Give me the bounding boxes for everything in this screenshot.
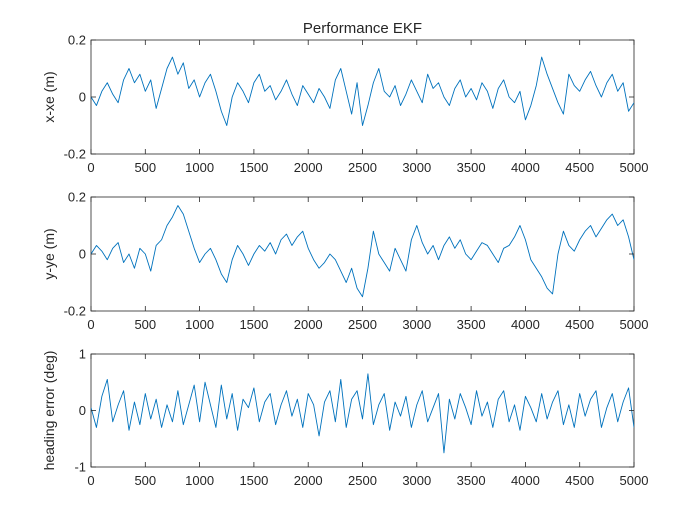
x-tick-label: 2500 [348, 473, 377, 488]
x-tick-label: 500 [134, 317, 156, 332]
x-tick-label: 3500 [457, 473, 486, 488]
x-tick-label: 2000 [294, 160, 323, 175]
x-tick-label: 3500 [457, 317, 486, 332]
x-tick-label: 4000 [511, 160, 540, 175]
y-axis-label: y-ye (m) [41, 228, 57, 279]
subplot-3: 0 500 1000 1500 2000 2500 3000 3500 4000 4500 5000… [41, 347, 648, 489]
x-tick-label: 1500 [239, 317, 268, 332]
x-tick-label: 4000 [511, 473, 540, 488]
axes-box [90, 353, 635, 468]
y-tick-label: 0.2 [68, 190, 86, 205]
axes-box [90, 196, 635, 312]
x-tick-label: 5000 [620, 473, 649, 488]
x-tick-label: 500 [134, 473, 156, 488]
x-tick-label: 0 [87, 473, 94, 488]
chart-title: Performance EKF [303, 20, 422, 37]
series-line-1 [91, 373, 634, 454]
y-axis-label: heading error (deg) [41, 351, 57, 471]
y-tick-label: 1 [79, 347, 86, 362]
series-line-1 [91, 205, 634, 298]
x-tick-label: 5000 [620, 317, 649, 332]
subplot-2: 0 500 1000 1500 2000 2500 3000 3500 4000 4500 5000… [41, 190, 648, 333]
y-tick-label: -0.2 [64, 304, 86, 319]
y-tick-label: 0.2 [68, 33, 86, 48]
x-tick-label: 2500 [348, 160, 377, 175]
x-tick-label: 1500 [239, 473, 268, 488]
x-tick-label: 1000 [185, 160, 214, 175]
x-tick-label: 1000 [185, 317, 214, 332]
x-tick-label: 2000 [294, 473, 323, 488]
x-tick-label: 4500 [565, 160, 594, 175]
x-tick-label: 2500 [348, 317, 377, 332]
x-tick-label: 4500 [565, 317, 594, 332]
x-tick-label: 3000 [402, 473, 431, 488]
x-tick-label: 3000 [402, 317, 431, 332]
x-tick-label: 1500 [239, 160, 268, 175]
y-tick-label: -0.2 [64, 147, 86, 162]
x-tick-label: 5000 [620, 160, 649, 175]
x-tick-label: 1000 [185, 473, 214, 488]
x-tick-label: 500 [134, 160, 156, 175]
x-tick-label: 4000 [511, 317, 540, 332]
y-tick-label: 0 [79, 247, 86, 262]
x-tick-label: 0 [87, 317, 94, 332]
series-line-1 [91, 56, 634, 126]
x-tick-label: 0 [87, 160, 94, 175]
y-tick-label: -1 [74, 460, 86, 475]
axes-box [90, 39, 635, 155]
y-axis-label: x-xe (m) [41, 71, 57, 122]
subplot-1: 0 500 1000 1500 2000 2500 3000 3500 4000 4500 5000… [41, 20, 648, 175]
y-tick-label: 0 [79, 90, 86, 105]
x-tick-label: 2000 [294, 317, 323, 332]
x-tick-label: 3000 [402, 160, 431, 175]
x-tick-label: 3500 [457, 160, 486, 175]
x-tick-label: 4500 [565, 473, 594, 488]
y-tick-label: 0 [79, 403, 86, 418]
